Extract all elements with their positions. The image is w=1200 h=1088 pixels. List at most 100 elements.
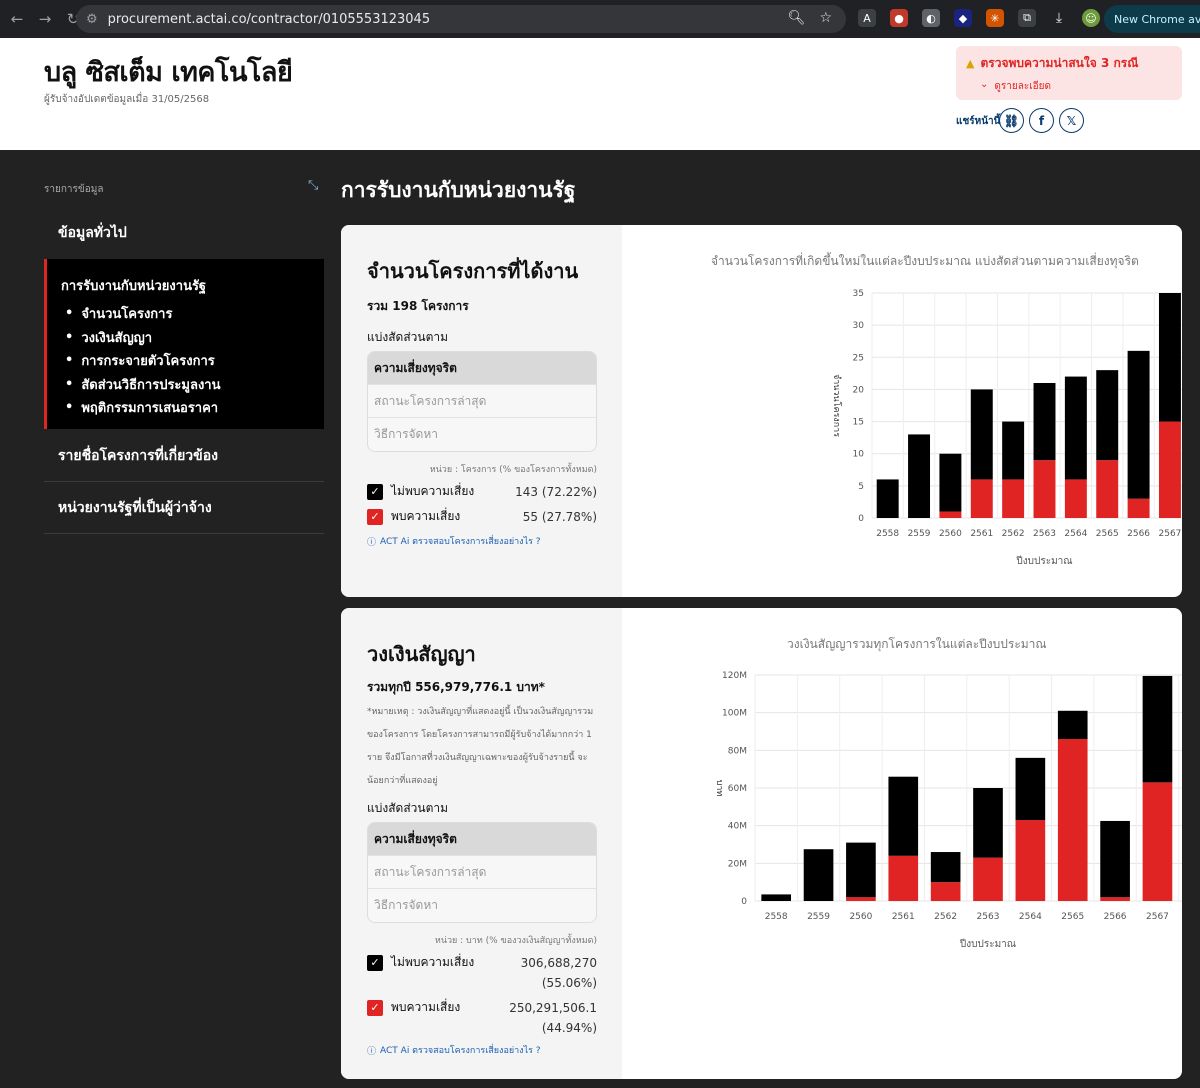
option-procurement-method[interactable]: วิธีการจัดหา — [374, 427, 438, 441]
legend-risk[interactable]: ✓ พบความเสี่ยง 250,291,506.1 — [367, 998, 597, 1017]
option-corruption-risk[interactable]: ความเสี่ยงทุจริต — [368, 823, 596, 856]
bar-segment[interactable] — [1015, 757, 1046, 821]
bar-segment[interactable] — [1064, 479, 1087, 518]
puzzle-icon[interactable]: ⧉ — [1018, 9, 1036, 27]
option-project-status[interactable]: สถานะโครงการล่าสุด — [368, 385, 596, 418]
sidebar-sub-contract-value[interactable]: วงเงินสัญญา — [61, 326, 324, 350]
y-tick-label: 20 — [853, 385, 865, 395]
bar-segment[interactable] — [939, 453, 962, 512]
extension-icon-2[interactable]: ◆ — [954, 9, 972, 27]
forward-icon[interactable]: → — [38, 10, 52, 28]
sidebar-sub-project-count[interactable]: จำนวนโครงการ — [61, 302, 324, 326]
collapse-icon[interactable]: ⤡ — [308, 178, 319, 193]
y-tick-label: 0 — [741, 897, 747, 907]
ai-info-link[interactable]: ⓘ ACT Ai ตรวจสอบโครงการเสี่ยงอย่างไร ? — [367, 1043, 622, 1057]
bar-segment[interactable] — [1057, 739, 1088, 901]
project-count-chart: 0 5 10 15 20 25 30 35 2558 2559 2560 2561 2562 2563 25… — [831, 289, 1182, 567]
bar-segment[interactable] — [1015, 820, 1046, 901]
bar-segment[interactable] — [1127, 350, 1150, 499]
bar-segment[interactable] — [973, 788, 1003, 858]
bar-segment[interactable] — [1142, 675, 1173, 783]
x-axis-label: ปีงบประมาณ — [959, 938, 1016, 950]
bar-segment[interactable] — [1127, 498, 1150, 518]
option-corruption-risk[interactable]: ความเสี่ยงทุจริต — [368, 352, 596, 385]
bar-segment[interactable] — [761, 894, 792, 901]
zoom-icon[interactable]: 🔍︎ — [787, 10, 806, 26]
new-chrome-button[interactable]: New Chrome avai — [1104, 5, 1200, 33]
split-label: แบ่งสัดส่วนตาม — [367, 330, 449, 344]
ai-link-label: ACT Ai ตรวจสอบโครงการเสี่ยงอย่างไร ? — [380, 537, 541, 547]
bar-segment[interactable] — [1033, 460, 1056, 518]
translate-extension-icon[interactable]: A — [858, 9, 876, 27]
bar-segment[interactable] — [1064, 376, 1087, 480]
checkbox-checked-icon[interactable]: ✓ — [367, 483, 383, 500]
sidebar-sub-distribution[interactable]: การกระจายตัวโครงการ — [61, 349, 324, 373]
bar-segment[interactable] — [1142, 782, 1173, 901]
x-tick-label: 2564 — [1019, 912, 1042, 922]
x-tick-label: 2565 — [1061, 912, 1084, 922]
bar-segment[interactable] — [1158, 421, 1181, 518]
address-bar[interactable]: ⚙ procurement.actai.co/contractor/010555… — [76, 5, 846, 33]
bar-segment[interactable] — [803, 849, 834, 901]
sidebar-item-gov-work[interactable]: การรับงานกับหน่วยงานรัฐ จำนวนโครงการ วงเ… — [44, 259, 324, 429]
bar-segment[interactable] — [1033, 383, 1056, 461]
alert-details-link[interactable]: ⌄ ดูรายละเอียด — [980, 79, 1172, 94]
download-icon[interactable]: ⤓ — [1050, 9, 1068, 27]
bar-segment[interactable] — [888, 776, 919, 856]
x-tick-label: 2567 — [1159, 529, 1182, 539]
checkbox-checked-icon[interactable]: ✓ — [367, 508, 383, 525]
bar-segment[interactable] — [1158, 293, 1181, 422]
legend-no-risk[interactable]: ✓ ไม่พบความเสี่ยง 306,688,270 — [367, 953, 597, 972]
bar-segment[interactable] — [1057, 710, 1088, 740]
x-tick-label: 2566 — [1127, 529, 1150, 539]
bar-segment[interactable] — [1096, 460, 1119, 518]
legend-no-risk[interactable]: ✓ ไม่พบความเสี่ยง 143 (72.22%) — [367, 482, 597, 501]
x-twitter-icon[interactable]: 𝕏 — [1059, 108, 1084, 133]
option-procurement-method[interactable]: วิธีการจัดหา — [374, 898, 438, 912]
bar-segment[interactable] — [846, 842, 876, 898]
warning-icon: ▲ — [966, 57, 975, 70]
bar-segment[interactable] — [973, 857, 1003, 901]
bar-segment[interactable] — [1096, 370, 1119, 461]
alert-title: ตรวจพบความน่าสนใจ 3 กรณี — [980, 56, 1139, 70]
legend-value: 250,291,506.1 — [509, 1000, 597, 1015]
bar-segment[interactable] — [930, 882, 961, 901]
back-icon[interactable]: ← — [10, 10, 24, 28]
option-project-status[interactable]: สถานะโครงการล่าสุด — [368, 856, 596, 889]
checkbox-checked-icon[interactable]: ✓ — [367, 954, 383, 971]
facebook-icon[interactable]: f — [1029, 108, 1054, 133]
copy-link-icon[interactable]: ⛓ — [999, 108, 1024, 133]
bar-segment[interactable] — [1002, 479, 1025, 518]
bar-segment[interactable] — [939, 511, 962, 518]
extension-icon-3[interactable]: ✳ — [986, 9, 1004, 27]
sidebar-item-label: รายชื่อโครงการที่เกี่ยวข้อง — [58, 448, 218, 464]
sidebar-item-agencies[interactable]: หน่วยงานรัฐที่เป็นผู้ว่าจ้าง — [44, 482, 324, 534]
company-name: บลู ซิสเต็ม เทคโนโลยี — [44, 57, 293, 88]
bar-segment[interactable] — [908, 434, 931, 518]
sidebar-sub-bidding-behavior[interactable]: พฤติกรรมการเสนอราคา — [61, 396, 324, 420]
bar-segment[interactable] — [846, 897, 876, 901]
bar-segment[interactable] — [1100, 820, 1130, 898]
bar-segment[interactable] — [888, 855, 919, 901]
bar-segment[interactable] — [876, 479, 899, 518]
legend-risk[interactable]: ✓ พบความเสี่ยง 55 (27.78%) — [367, 507, 597, 526]
sidebar-item-projects[interactable]: รายชื่อโครงการที่เกี่ยวข้อง — [44, 430, 324, 482]
unit-label: หน่วย : โครงการ (% ของโครงการทั้งหมด) — [429, 465, 597, 475]
bar-segment[interactable] — [1100, 897, 1130, 901]
bar-segment[interactable] — [970, 389, 993, 480]
bar-segment[interactable] — [970, 479, 993, 518]
extension-icon[interactable]: ◐ — [922, 9, 940, 27]
ai-info-link[interactable]: ⓘ ACT Ai ตรวจสอบโครงการเสี่ยงอย่างไร ? — [367, 534, 622, 548]
checkbox-checked-icon[interactable]: ✓ — [367, 999, 383, 1016]
bar-segment[interactable] — [930, 852, 961, 883]
avatar[interactable]: ☺ — [1082, 9, 1100, 27]
sidebar-sub-bidding-method[interactable]: สัดส่วนวิธีการประมูลงาน — [61, 373, 324, 397]
card-total: รวม 198 โครงการ — [367, 299, 469, 313]
sidebar-item-general[interactable]: ข้อมูลทั่วไป — [44, 212, 324, 254]
bar-segment[interactable] — [1002, 421, 1025, 480]
fox-extension-icon[interactable]: ● — [890, 9, 908, 27]
x-tick-label: 2565 — [1096, 529, 1119, 539]
bookmark-star-icon[interactable]: ☆ — [819, 10, 832, 26]
y-axis-label: จำนวนโครงการ — [831, 374, 842, 437]
site-settings-icon[interactable]: ⚙ — [86, 11, 98, 27]
